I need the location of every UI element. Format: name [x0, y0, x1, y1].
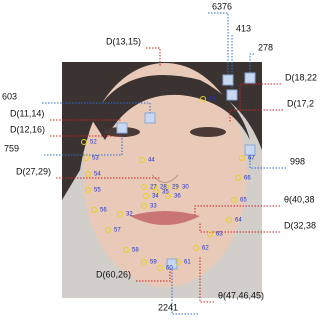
landmark-point	[175, 259, 181, 265]
annotation-label: D(11,14)	[10, 108, 44, 118]
leader-line	[50, 118, 121, 121]
nose	[151, 174, 179, 183]
landmark-point	[83, 155, 89, 161]
landmark-number: 34	[152, 194, 159, 200]
landmark-number: 55	[94, 188, 101, 194]
landmark-point	[231, 197, 237, 203]
landmark-number: 30	[182, 185, 189, 191]
landmark-number: 57	[114, 228, 121, 234]
landmark-point	[143, 193, 149, 199]
landmark-number: 62	[202, 246, 209, 252]
annotation-label: θ(47,46,45)	[218, 290, 264, 300]
annotation-label: 759	[4, 143, 19, 153]
landmark-point	[141, 184, 147, 190]
landmark-point	[141, 203, 147, 209]
annotation-label: D(17,2	[287, 98, 314, 108]
annotation-label: D(12,16)	[10, 124, 45, 134]
landmark-number: 63	[216, 232, 223, 238]
landmark-number: 56	[100, 208, 107, 214]
landmark-point	[151, 184, 157, 190]
landmark-number: 29	[172, 185, 179, 191]
landmark-point	[91, 207, 97, 213]
landmark-number: 52	[90, 140, 97, 146]
annotation-label: D(27,29)	[16, 166, 51, 176]
leader-line	[229, 109, 283, 122]
marker-square	[244, 144, 256, 156]
landmark-point	[123, 247, 129, 253]
annotation-label: 603	[2, 91, 17, 101]
landmark-number: 59	[150, 260, 157, 266]
landmark-point	[165, 193, 171, 199]
leader-line	[249, 150, 286, 169]
landmark-number: 64	[235, 218, 242, 224]
landmark-point	[81, 139, 87, 145]
annotation-label: D(32,38	[284, 220, 316, 230]
landmark-point	[200, 96, 206, 102]
landmark-point	[139, 157, 145, 163]
annotation-label: D(60,26)	[96, 269, 131, 279]
landmark-number: 54	[94, 172, 101, 178]
landmark-point	[141, 259, 147, 265]
landmark-number: 27	[150, 185, 157, 191]
annotation-label: D(18,22	[285, 72, 317, 82]
landmark-point	[85, 187, 91, 193]
marker-square	[226, 89, 238, 101]
annotation-label: 413	[236, 23, 251, 33]
leader-line	[208, 12, 229, 80]
marker-square	[222, 74, 234, 86]
fringe	[92, 75, 250, 140]
landmark-number: 66	[244, 176, 251, 182]
leader-line	[194, 205, 280, 215]
landmark-number: 18	[209, 97, 216, 103]
landmark-point	[207, 231, 213, 237]
landmark-point	[153, 189, 159, 195]
landmark-number: 65	[240, 198, 247, 204]
annotation-label: 278	[258, 42, 273, 52]
marker-square	[144, 112, 156, 124]
landmark-number: 36	[174, 194, 181, 200]
landmark-point	[157, 265, 163, 271]
landmark-number: 67	[248, 156, 255, 162]
landmark-point	[105, 227, 111, 233]
landmark-point	[85, 171, 91, 177]
annotation-label: 998	[290, 156, 305, 166]
landmark-point	[239, 155, 245, 161]
annotation-label: θ(40,38	[284, 194, 315, 204]
right-eye	[190, 127, 226, 137]
landmark-number: 60	[166, 266, 173, 272]
face	[83, 63, 247, 287]
landmark-marks	[81, 72, 256, 271]
landmark-point	[163, 184, 169, 190]
annotation-label: 2241	[158, 302, 178, 312]
landmark-point	[235, 175, 241, 181]
landmark-number: 61	[184, 260, 191, 266]
landmark-point	[173, 184, 179, 190]
landmark-number: 28	[160, 185, 167, 191]
landmark-point	[226, 217, 232, 223]
marker-square	[116, 122, 128, 134]
annotation-label: D(13,15)	[106, 36, 141, 46]
landmark-point	[117, 211, 123, 217]
marker-square	[244, 72, 256, 84]
hair	[62, 62, 262, 200]
annotation-labels: 6376 413 278 D(13,15) D(18,22 603 D(17,2 D(11,1…	[2, 1, 317, 312]
landmark-number: 58	[132, 248, 139, 254]
leader-line	[44, 128, 123, 156]
landmark-number: 33	[150, 204, 157, 210]
mouth	[130, 211, 200, 225]
leader-line	[249, 53, 254, 78]
photo-overlay	[62, 62, 262, 298]
annotation-label: 6376	[212, 1, 232, 11]
landmark-point	[193, 245, 199, 251]
landmark-number: 53	[92, 156, 99, 162]
landmark-number: 44	[148, 158, 155, 164]
landmark-number: 32	[126, 212, 133, 218]
landmark-number: 35	[162, 190, 169, 196]
leader-line	[239, 83, 281, 110]
